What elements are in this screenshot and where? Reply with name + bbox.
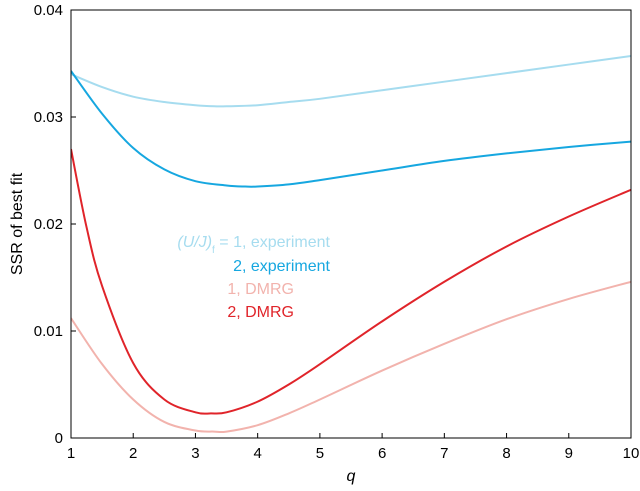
x-axis: 1 2 3 4 5 6 7 8 9 10	[67, 433, 640, 462]
x-tick-label: 6	[378, 445, 386, 462]
plot-frame	[70, 9, 632, 439]
x-tick-label: 3	[191, 445, 199, 462]
legend-entry-1-dmrg: 1, DMRG	[227, 281, 294, 298]
y-tick-label: 0.02	[34, 216, 63, 233]
legend-prefix-equals: =	[215, 234, 233, 251]
series-line-4	[71, 148, 631, 415]
legend-entry-2-dmrg: 2, DMRG	[227, 304, 294, 321]
x-tick-label: 1	[67, 445, 75, 462]
legend-entry-2-experiment: 2, experiment	[233, 258, 330, 275]
legend-label: 1, experiment	[233, 234, 330, 251]
x-tick-label: 10	[623, 445, 640, 462]
x-tick-label: 9	[565, 445, 573, 462]
y-tick-label: 0.01	[34, 323, 63, 340]
legend-prefix-subscript: f	[212, 245, 215, 256]
legend-prefix-symbol: (U/J)	[177, 234, 212, 251]
legend-entry-1-experiment: (U/J)f = 1, experiment	[177, 234, 330, 256]
x-tick-label: 2	[129, 445, 137, 462]
x-tick-label: 4	[253, 445, 261, 462]
legend: (U/J)f = 1, experiment 2, experiment 1, …	[177, 234, 330, 321]
series-line-1	[71, 55, 631, 108]
x-tick-label: 8	[502, 445, 510, 462]
y-axis: 0 0.01 0.02 0.03 0.04	[34, 2, 76, 447]
series-line-3	[71, 280, 631, 434]
x-axis-label: q	[347, 468, 356, 485]
series-layer	[71, 55, 631, 434]
series-line-2	[71, 70, 631, 188]
y-tick-label: 0.03	[34, 109, 63, 126]
x-tick-label: 7	[440, 445, 448, 462]
y-axis-label: SSR of best fit	[9, 172, 26, 275]
y-tick-label: 0.04	[34, 2, 63, 19]
y-tick-label: 0	[55, 430, 63, 447]
x-tick-label: 5	[316, 445, 324, 462]
